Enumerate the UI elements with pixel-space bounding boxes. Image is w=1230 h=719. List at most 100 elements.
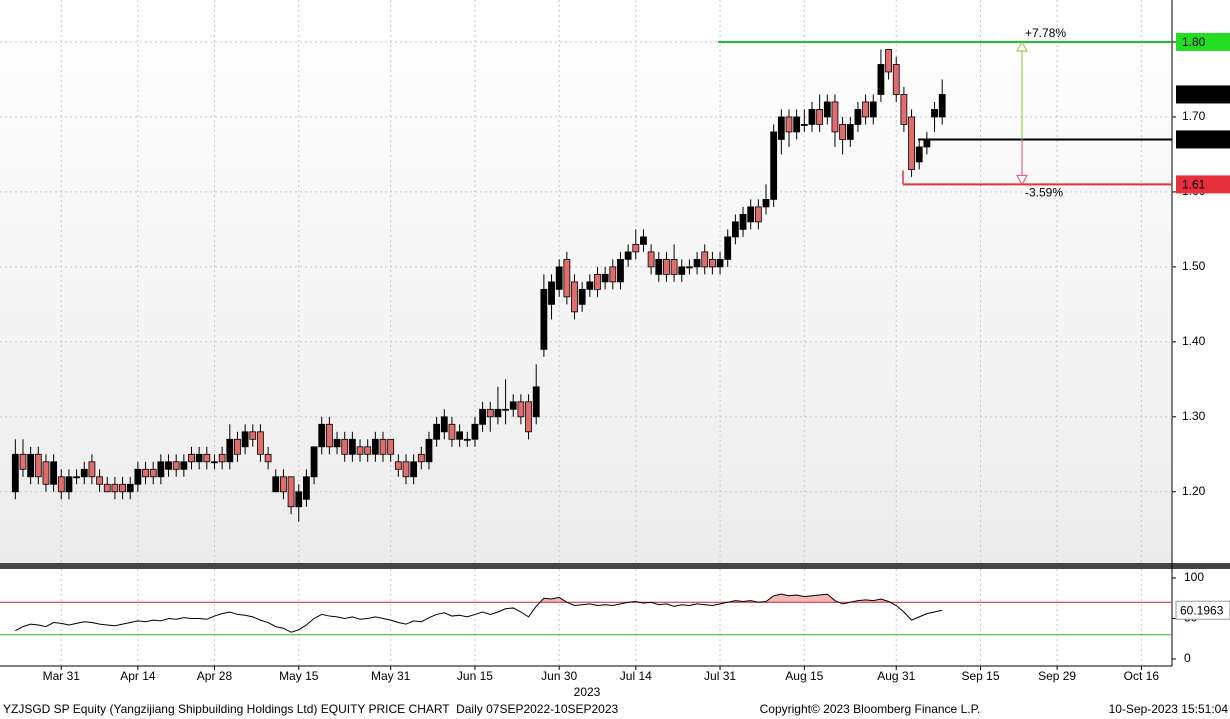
candle-body [494, 408, 502, 418]
candle-body [96, 476, 103, 485]
candle-body [172, 461, 180, 470]
y-tick-label: 1.30 [1182, 409, 1206, 423]
candle-body [540, 288, 548, 350]
candle-body [65, 476, 73, 493]
candle-body [731, 221, 739, 238]
candle-body [532, 386, 540, 418]
x-tick-label: Oct 16 [1124, 669, 1160, 683]
candle-body [325, 423, 333, 448]
candle-body [303, 476, 310, 500]
rsi-last-box [1175, 600, 1230, 620]
candle-body [50, 461, 58, 485]
candle-body [777, 116, 785, 140]
candle-body [126, 483, 134, 493]
candle-body [839, 124, 847, 140]
candle-body [509, 401, 517, 410]
candle-body [318, 423, 326, 448]
candle-body [410, 461, 418, 478]
candle-body [73, 476, 81, 479]
candle-body [640, 236, 647, 245]
x-tick-label: Aug 31 [877, 669, 915, 683]
footer: YZJSGD SP Equity (Yangzijiang Shipbuildi… [3, 702, 619, 716]
x-tick-label: Jul 14 [620, 669, 652, 683]
downside-arrowhead [1016, 174, 1028, 186]
candle-body [157, 461, 165, 478]
candle-body [463, 438, 471, 441]
candle-body [417, 453, 425, 463]
candle-body [548, 281, 555, 305]
candle-body [241, 431, 249, 448]
candle-body [571, 281, 578, 313]
candle-body [425, 438, 433, 463]
candle-body [394, 461, 402, 470]
candle-body [846, 124, 854, 140]
candle-body [218, 453, 226, 463]
panel-divider [0, 563, 1230, 569]
candle-body [624, 251, 632, 260]
candle-body [88, 461, 96, 478]
candle-body [165, 461, 172, 470]
candle-body [379, 438, 387, 455]
x-tick-label: Aug 15 [785, 669, 823, 683]
candle-body [686, 266, 693, 269]
x-tick-label: Sep 15 [961, 669, 999, 683]
candle-body [264, 453, 272, 463]
level-label-box [1176, 32, 1230, 51]
candle-body [816, 109, 824, 125]
candle-body [103, 483, 111, 493]
candle-body [111, 483, 119, 493]
candle-body [80, 468, 88, 478]
candle-body [632, 243, 640, 253]
rsi-y-tick-label: 0 [1184, 651, 1191, 665]
copyright: Copyright© 2023 Bloomberg Finance L.P. [760, 702, 981, 716]
candle-body [34, 453, 42, 478]
candle-body [287, 476, 295, 508]
candle-body [594, 273, 601, 290]
x-tick-label: May 15 [279, 669, 319, 683]
candle-body [678, 266, 686, 275]
candle-body [754, 206, 762, 223]
x-tick-label: Mar 31 [43, 669, 81, 683]
candle-body [609, 266, 617, 283]
candle-body [555, 266, 563, 290]
level-label: 1.67 [1182, 133, 1206, 147]
rsi-line [15, 593, 943, 633]
candle-body [280, 476, 287, 493]
candle-body [931, 109, 938, 118]
level-label-box [1176, 130, 1230, 149]
rsi-last-label: 60.1963 [1180, 603, 1224, 617]
candle-body [348, 438, 356, 455]
candle-body [701, 251, 709, 268]
y-tick-label: 1.40 [1182, 334, 1206, 348]
y-tick-label: 1.20 [1182, 484, 1206, 498]
x-tick-label: Jun 15 [457, 669, 493, 683]
x-tick-label: Apr 28 [197, 669, 233, 683]
candle-body [823, 101, 831, 118]
candle-body [57, 476, 65, 493]
candle-body [27, 453, 35, 478]
candle-body [272, 476, 280, 493]
level-label: 1.80 [1182, 35, 1206, 49]
upside-arrowhead [1016, 40, 1028, 52]
candle-body [517, 401, 525, 418]
candle-body [203, 453, 211, 463]
rsi-y-tick-label: 100 [1184, 570, 1204, 584]
candle-body [295, 491, 303, 508]
candle-body [770, 131, 778, 200]
candle-body [938, 94, 946, 118]
candle-body [800, 124, 808, 126]
candle-body [831, 101, 839, 133]
candle-body [19, 453, 27, 470]
candle-body [525, 401, 532, 433]
candle-body [563, 258, 571, 298]
candle-body [257, 431, 264, 455]
candle-body [310, 446, 318, 478]
candle-body [762, 199, 770, 208]
candle-body [892, 64, 900, 95]
candle-body [617, 258, 624, 283]
candle-body [808, 109, 816, 125]
candle-body [670, 258, 678, 275]
x-tick-label: Sep 29 [1038, 669, 1076, 683]
